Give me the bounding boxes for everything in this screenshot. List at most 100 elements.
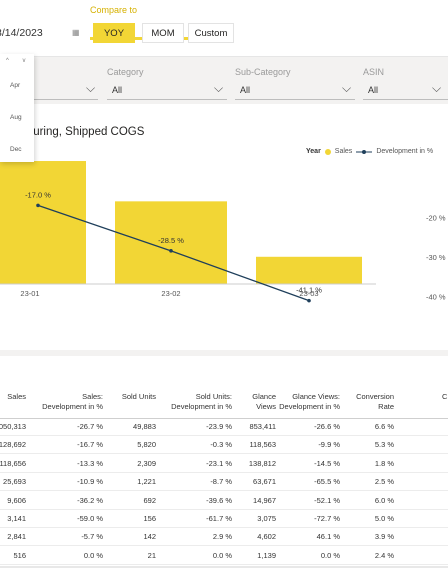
- filter-bar: ⌵ Category All ⌵ Sub-Category All ⌵ ASIN…: [0, 56, 448, 104]
- table-cell: 1,050,313: [0, 422, 26, 431]
- table-cell: -9.9 %: [318, 440, 340, 450]
- month-option-dec[interactable]: Dec: [10, 146, 22, 153]
- x-tick-label: 23-03: [299, 289, 318, 298]
- filter-underline: [235, 99, 355, 100]
- table-cell: 5.0 %: [374, 514, 394, 523]
- filter-underline: [107, 99, 227, 100]
- chevron-down-icon[interactable]: ⌵: [432, 81, 442, 95]
- table-cell: -16.7 %: [77, 440, 103, 450]
- row-divider: [0, 545, 448, 547]
- table-cell: 118,656: [0, 458, 26, 468]
- legend-development-label: Development in %: [376, 148, 434, 155]
- chevron-down-icon[interactable]: ⌵: [342, 81, 352, 95]
- row-divider: [0, 563, 448, 565]
- month-nav-arrows-icon[interactable]: ^ v: [6, 58, 32, 64]
- column-header[interactable]: Sales: [7, 392, 26, 401]
- custom-button[interactable]: Custom: [188, 23, 234, 43]
- table-cell: 0.0 %: [212, 550, 232, 560]
- chevron-down-icon[interactable]: ⌵: [86, 81, 96, 95]
- y2-tick-label: -40 %: [426, 292, 446, 301]
- y2-tick-label: -30 %: [426, 253, 446, 262]
- x-tick-label: 23-01: [20, 289, 39, 298]
- table-cell: 2.5 %: [374, 477, 394, 487]
- development-point-23-01: [36, 203, 40, 208]
- month-option-apr[interactable]: Apr: [10, 82, 21, 89]
- filter-value[interactable]: All: [240, 85, 251, 95]
- x-tick-label: 23-02: [161, 289, 180, 298]
- column-header[interactable]: Glance Views: Development in %: [279, 392, 340, 411]
- y2-tick-label: -20 %: [426, 213, 446, 222]
- table-cell: -59.0 %: [77, 514, 103, 523]
- total-row: [0, 566, 448, 568]
- date-picker-dropdown: ^ v Apr Aug Dec: [0, 54, 34, 162]
- table-cell: 0.0 %: [320, 550, 340, 560]
- table-cell: -61.7 %: [206, 514, 232, 523]
- panel-separator: [0, 350, 448, 356]
- table-cell: 853,411: [249, 422, 276, 431]
- row-divider: [0, 490, 448, 492]
- table-cell: 9,606: [7, 495, 26, 505]
- table-cell: -65.5 %: [314, 477, 340, 487]
- table-cell: 1.8 %: [374, 458, 394, 468]
- column-header[interactable]: C: [442, 392, 448, 401]
- table-cell: 0.0 %: [83, 550, 103, 560]
- table-cell: 1,221: [137, 477, 156, 487]
- column-header[interactable]: Sold Units: [121, 392, 156, 401]
- table-cell: 46.1 %: [316, 532, 340, 542]
- table-cell: 128,692: [0, 440, 26, 450]
- table-cell: -26.6 %: [314, 422, 340, 431]
- table-cell: -39.6 %: [206, 495, 232, 505]
- table-cell: 1,139: [257, 550, 276, 560]
- table-cell: -5.7 %: [81, 532, 103, 542]
- development-point-23-02: [169, 249, 173, 253]
- month-option-aug[interactable]: Aug: [10, 114, 22, 121]
- legend-line-swatch-icon: [356, 149, 373, 155]
- table-cell: 25,693: [3, 477, 26, 487]
- row-divider: [0, 453, 448, 455]
- row-divider: [0, 508, 448, 510]
- column-header[interactable]: Sales: Development in %: [42, 392, 103, 411]
- date-input[interactable]: 3/14/2023: [0, 27, 43, 39]
- table-cell: 5.3 %: [374, 440, 394, 450]
- compare-to-label: Compare to: [90, 5, 138, 15]
- table-cell: -26.7 %: [77, 422, 103, 431]
- data-label-23-03: -41.1 %: [296, 286, 322, 295]
- legend-sales-label: Sales: [334, 148, 353, 155]
- table-cell: 516: [13, 550, 26, 560]
- table-cell: -52.1 %: [314, 495, 340, 505]
- table-cell: 118,563: [249, 440, 276, 450]
- mom-button[interactable]: MOM: [142, 23, 184, 43]
- filter-underline: [363, 99, 448, 100]
- table-cell: 156: [143, 514, 156, 523]
- table-cell: 14,967: [253, 495, 276, 505]
- development-point-23-03: [307, 298, 311, 303]
- legend-title: Year: [306, 148, 321, 155]
- table-cell: 2,309: [137, 458, 156, 468]
- filter-value[interactable]: All: [112, 85, 123, 95]
- filter-underline: [6, 99, 98, 100]
- yoy-button[interactable]: YOY: [93, 23, 135, 43]
- table-cell: -23.1 %: [206, 458, 232, 468]
- row-divider: [0, 527, 448, 528]
- chevron-down-icon[interactable]: ⌵: [214, 81, 224, 95]
- table-cell: -13.3 %: [77, 458, 103, 468]
- column-header[interactable]: Conversion Rate: [356, 392, 394, 411]
- column-header[interactable]: Glance Views: [252, 392, 276, 411]
- chart-title: turing, Shipped COGS: [30, 126, 145, 138]
- column-header[interactable]: Sold Units: Development in %: [171, 392, 232, 411]
- bar-23-01: [0, 161, 86, 284]
- combo-chart: -17.0 % -28.5 % -41.1 % 23-01 23-02 23-03 -20 …: [0, 161, 446, 303]
- table-cell: 63,671: [253, 477, 276, 487]
- table-cell: 2,841: [7, 532, 26, 542]
- table-cell: 5,820: [137, 440, 156, 450]
- chart-legend: Year Sales Development in %: [306, 148, 433, 155]
- data-label-23-02: -28.5 %: [158, 236, 184, 245]
- data-label-23-01: -17.0 %: [25, 190, 51, 199]
- table-cell: 138,812: [248, 458, 276, 468]
- filter-value[interactable]: All: [368, 85, 379, 95]
- filter-label: Category: [107, 67, 144, 77]
- table-cell: -72.7 %: [314, 514, 340, 523]
- row-divider: [0, 471, 448, 473]
- calendar-icon[interactable]: ▦: [72, 28, 80, 37]
- row-divider: [0, 435, 448, 436]
